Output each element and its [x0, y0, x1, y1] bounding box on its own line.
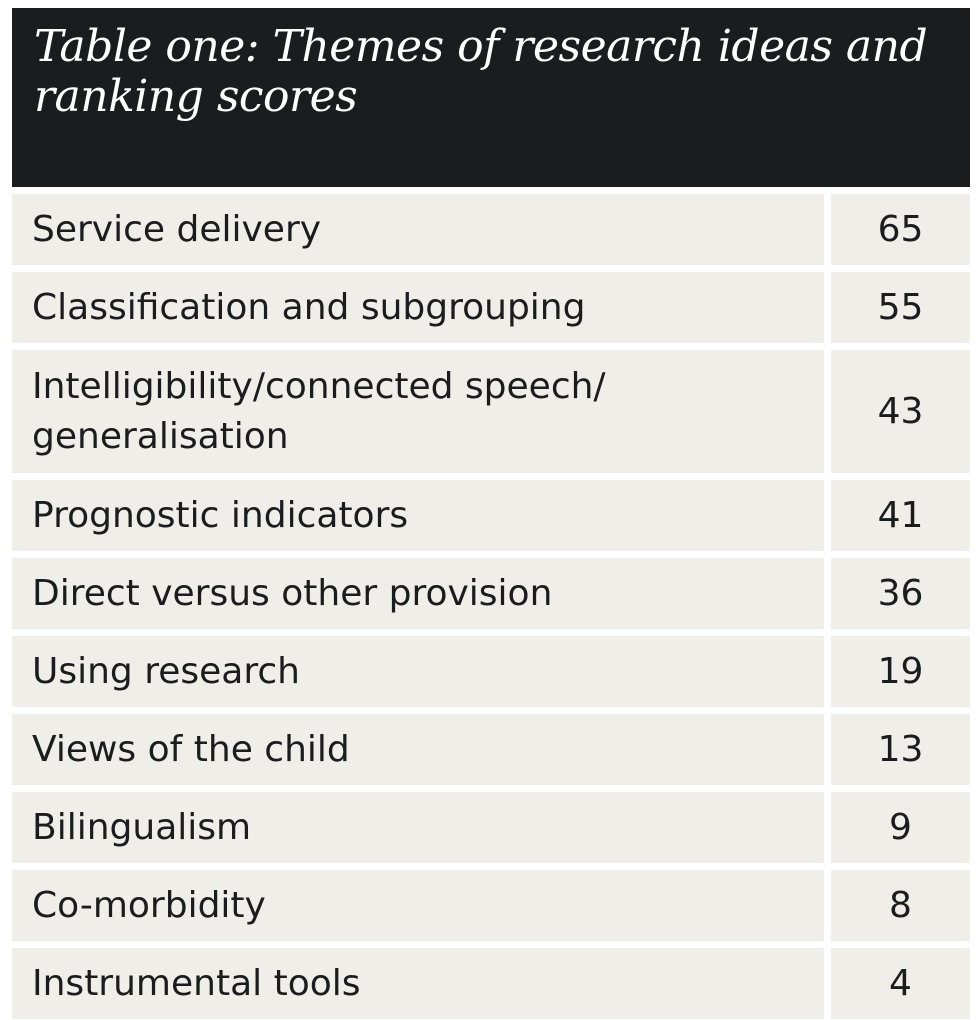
theme-cell: Direct versus other provision [12, 558, 824, 629]
table-row: Classification and subgrouping 55 [12, 272, 970, 343]
table-row: Bilingualism 9 [12, 792, 970, 863]
theme-cell: Classification and subgrouping [12, 272, 824, 343]
score-cell: 13 [831, 714, 970, 785]
score-cell: 19 [831, 636, 970, 707]
table-title-bar: Table one: Themes of research ideas and … [12, 8, 970, 187]
score-cell: 8 [831, 870, 970, 941]
table-row: Direct versus other provision 36 [12, 558, 970, 629]
score-cell: 36 [831, 558, 970, 629]
score-cell: 65 [831, 194, 970, 265]
table-row: Instrumental tools 4 [12, 948, 970, 1019]
score-cell: 43 [831, 350, 970, 473]
theme-cell: Prognostic indicators [12, 480, 824, 551]
score-cell: 55 [831, 272, 970, 343]
score-cell: 41 [831, 480, 970, 551]
theme-cell: Using research [12, 636, 824, 707]
table-row: Using research 19 [12, 636, 970, 707]
theme-cell: Views of the child [12, 714, 824, 785]
theme-cell: Service delivery [12, 194, 824, 265]
table-row: Co-morbidity 8 [12, 870, 970, 941]
table-row: Service delivery 65 [12, 194, 970, 265]
theme-cell: Intelligibility/connected speech/ genera… [12, 350, 824, 473]
score-cell: 4 [831, 948, 970, 1019]
table-row: Intelligibility/connected speech/ genera… [12, 350, 970, 473]
theme-cell: Bilingualism [12, 792, 824, 863]
table-title: Table one: Themes of research ideas and … [34, 21, 928, 122]
table-row: Views of the child 13 [12, 714, 970, 785]
themes-table: Table one: Themes of research ideas and … [12, 8, 970, 1019]
theme-cell: Co-morbidity [12, 870, 824, 941]
theme-cell: Instrumental tools [12, 948, 824, 1019]
score-cell: 9 [831, 792, 970, 863]
table-row: Prognostic indicators 41 [12, 480, 970, 551]
table-body: Service delivery 65 Classification and s… [12, 194, 970, 1019]
